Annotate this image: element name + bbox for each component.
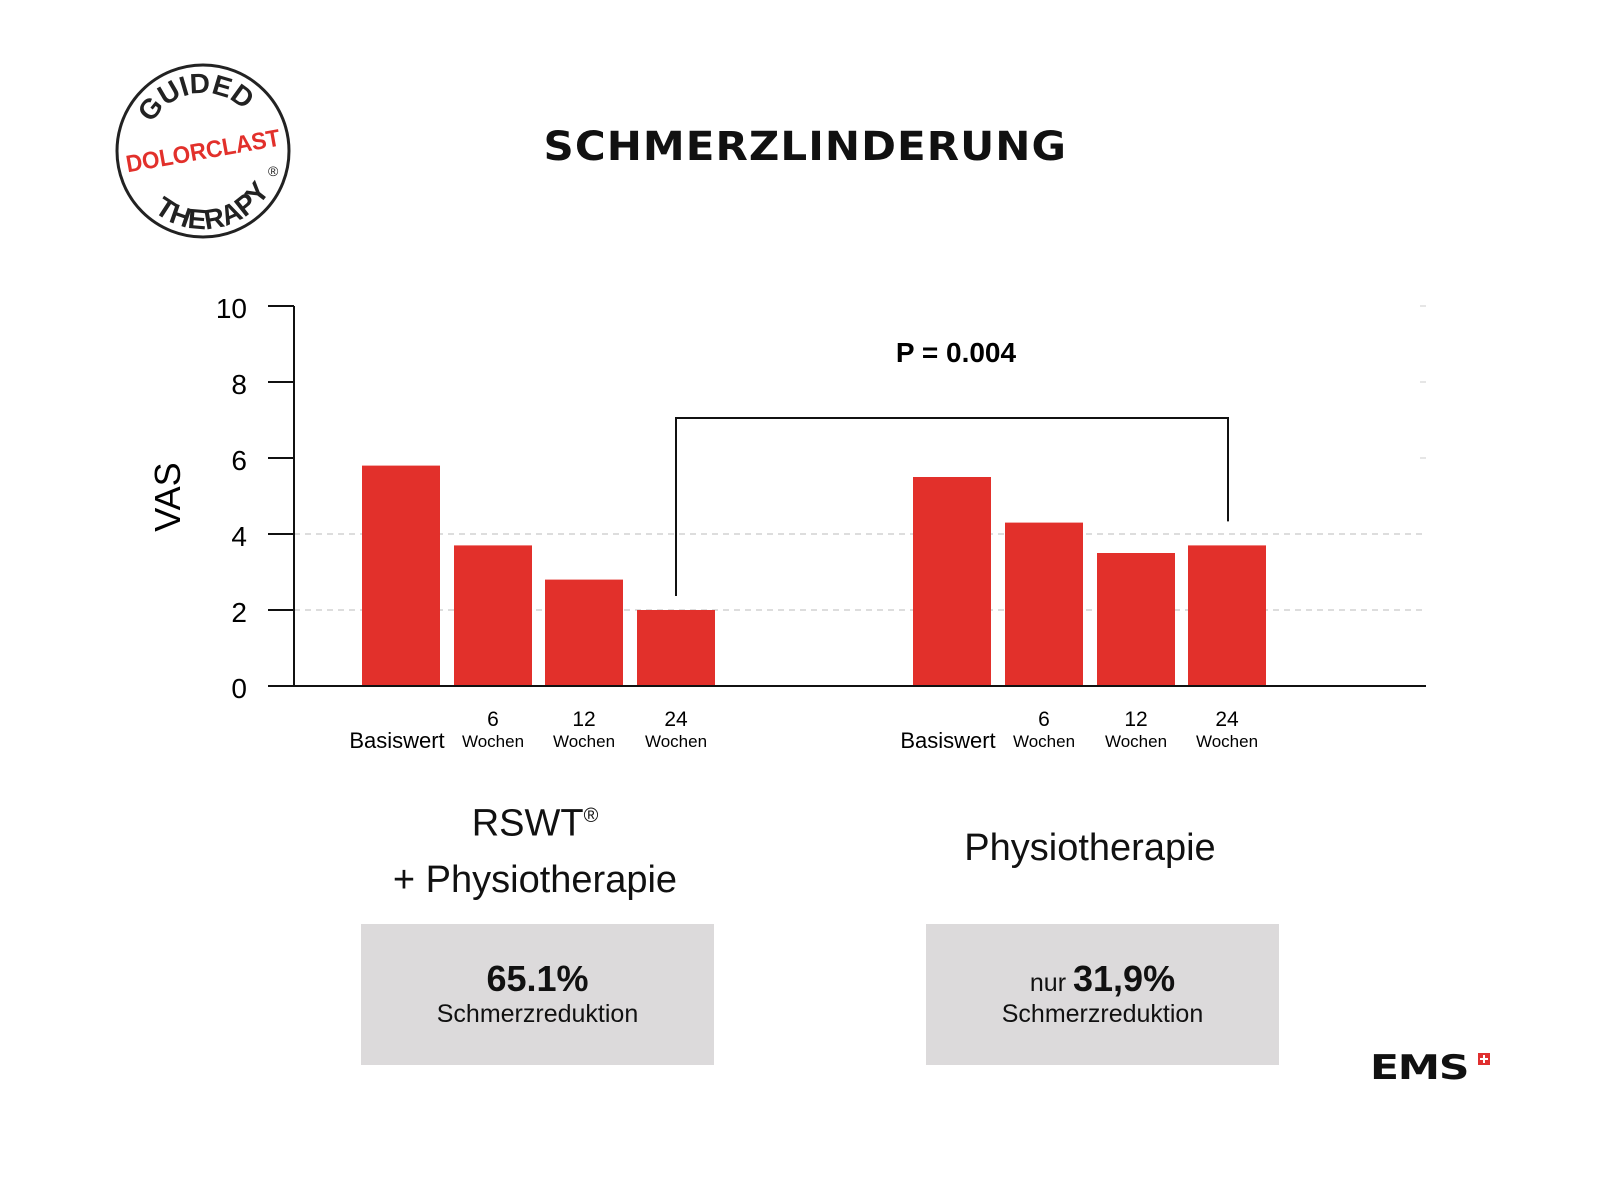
y-tick-label: 6 xyxy=(231,445,247,476)
p-value-annotation: P = 0.004 xyxy=(896,337,1017,368)
bar xyxy=(913,477,991,686)
swiss-cross-icon xyxy=(1478,1053,1490,1065)
x-tick-label-number: 24 xyxy=(664,708,688,731)
svg-text:®: ® xyxy=(268,163,279,179)
bar xyxy=(545,579,623,686)
x-tick-label: Basiswert xyxy=(900,728,995,753)
y-tick-label: 0 xyxy=(231,673,247,704)
guided-dolorclast-therapy-logo: GUIDED DOLORCLAST THERAPY ® xyxy=(115,59,291,245)
bar xyxy=(1005,522,1083,686)
y-tick-label: 10 xyxy=(216,293,247,324)
y-tick-label: 4 xyxy=(231,521,247,552)
x-tick-label-number: 6 xyxy=(487,708,499,731)
group-label-rswt: RSWT® + Physiotherapie xyxy=(392,802,678,901)
x-tick-label-unit: Wochen xyxy=(553,732,615,751)
x-tick-label-unit: Wochen xyxy=(1196,732,1258,751)
summary-box-rswt: 65.1% Schmerzreduktion xyxy=(361,924,714,1065)
y-tick-label: 2 xyxy=(231,597,247,628)
bar xyxy=(637,610,715,686)
bar xyxy=(1097,553,1175,686)
x-tick-label-unit: Wochen xyxy=(1013,732,1075,751)
group-label-physio: Physiotherapie xyxy=(964,827,1216,869)
x-tick-label: Basiswert xyxy=(349,728,444,753)
x-tick-label-unit: Wochen xyxy=(1105,732,1167,751)
y-tick-label: 8 xyxy=(231,369,247,400)
bar xyxy=(454,545,532,686)
x-tick-label-unit: Wochen xyxy=(645,732,707,751)
x-tick-label-number: 6 xyxy=(1038,708,1050,731)
x-tick-label-number: 12 xyxy=(1124,708,1147,731)
y-axis-label: VAS xyxy=(147,462,188,531)
ems-logo: EMS xyxy=(1370,1048,1469,1088)
bar xyxy=(362,465,440,686)
x-tick-label-number: 12 xyxy=(572,708,595,731)
page-title: SCHMERZLINDERUNG xyxy=(543,124,1068,170)
x-tick-label-unit: Wochen xyxy=(462,732,524,751)
x-tick-label-number: 24 xyxy=(1215,708,1239,731)
bar xyxy=(1188,545,1266,686)
significance-bracket xyxy=(675,417,1229,596)
summary-box-physio: nur 31,9% Schmerzreduktion xyxy=(926,924,1279,1065)
